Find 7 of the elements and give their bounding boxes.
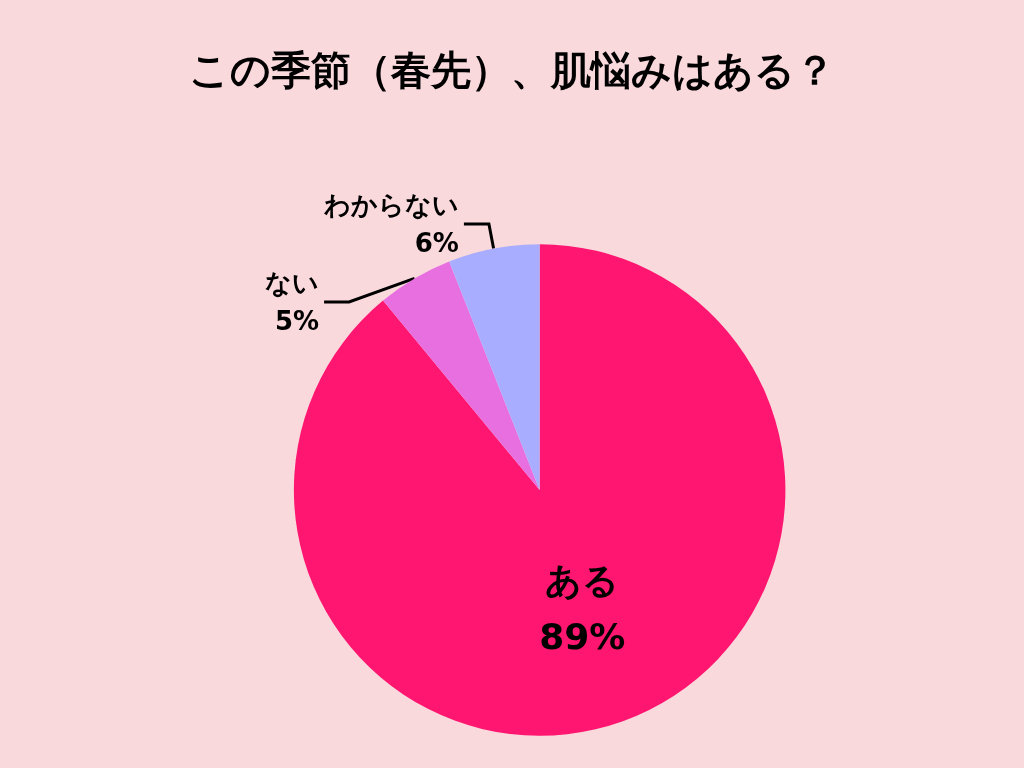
data-label: 6% — [414, 228, 459, 259]
slice-label: わからない — [322, 190, 459, 221]
slice-label: ない — [265, 268, 320, 299]
chart-title: この季節（春先）、肌悩みはある？ — [189, 47, 835, 93]
data-label: 5% — [274, 306, 320, 337]
data-label: 89% — [539, 615, 626, 657]
slice-label: ある — [545, 559, 620, 601]
